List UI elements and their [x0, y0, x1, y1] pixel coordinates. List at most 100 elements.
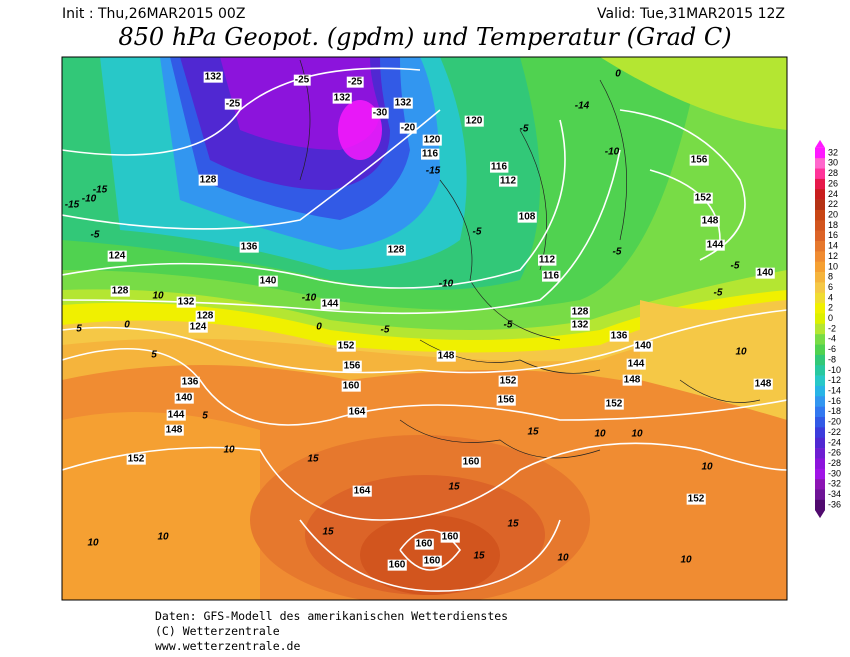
contour-label: 124 — [109, 251, 126, 262]
label-box — [421, 148, 440, 160]
label-box — [626, 358, 646, 370]
contour-label: 112 — [539, 255, 556, 266]
label-box — [753, 378, 773, 390]
colorbar-swatch — [815, 375, 825, 387]
label-box — [498, 375, 518, 387]
colorbar-label: -20 — [828, 417, 841, 427]
contour-label: 10 — [631, 429, 643, 440]
colorbar-label: 28 — [828, 168, 838, 178]
colorbar-swatch — [815, 323, 825, 335]
colorbar-label: -26 — [828, 448, 841, 458]
label-box — [320, 298, 340, 310]
contour-label: -25 — [226, 99, 241, 110]
contour-label: 116 — [543, 271, 560, 282]
label-box — [700, 215, 720, 227]
label-box — [414, 538, 434, 550]
contour-label: -15 — [65, 200, 80, 211]
colorbar-swatch — [815, 344, 825, 356]
label-box — [387, 559, 407, 571]
contour-label: 164 — [349, 407, 366, 418]
colorbar-label: 32 — [828, 147, 838, 157]
label-box — [110, 285, 130, 297]
colorbar-label: -32 — [828, 479, 841, 489]
contour-label: 128 — [572, 307, 589, 318]
colorbar-label: -34 — [828, 489, 841, 499]
label-box — [693, 192, 713, 204]
colorbar-label: 8 — [828, 272, 833, 282]
colorbar-label: -28 — [828, 458, 841, 468]
colorbar-label: -36 — [828, 499, 841, 509]
label-box — [538, 254, 557, 266]
contour-label: -5 — [473, 227, 482, 238]
contour-label: 10 — [223, 445, 235, 456]
colorbar-swatch — [815, 303, 825, 314]
contour-label: 144 — [322, 299, 339, 310]
contour-label: 136 — [611, 331, 628, 342]
contour-label: 15 — [527, 427, 539, 438]
footer-line: www.wetterzentrale.de — [155, 639, 300, 653]
label-box — [341, 380, 361, 392]
label-box — [499, 175, 518, 187]
colorbar-cap — [815, 139, 825, 148]
label-box — [464, 115, 484, 127]
contour-label: 120 — [424, 135, 441, 146]
contour-label: 144 — [707, 240, 724, 251]
label-box — [436, 350, 456, 362]
colorbar-label: 14 — [828, 241, 838, 251]
label-box — [609, 330, 629, 342]
contour-label: 132 — [178, 297, 195, 308]
colorbar-label: 12 — [828, 251, 838, 261]
contour-label: 10 — [680, 555, 692, 566]
label-box — [293, 74, 311, 86]
label-box — [686, 493, 706, 505]
colorbar-label: 0 — [828, 313, 833, 323]
label-box — [622, 374, 642, 386]
colorbar-swatch — [815, 189, 825, 200]
colorbar-swatch — [815, 272, 825, 283]
label-box — [203, 71, 223, 83]
contour-label: 5 — [76, 324, 82, 335]
map-title: 850 hPa Geopot. (gpdm) und Temperatur (G… — [118, 23, 731, 51]
contour-label: 10 — [87, 538, 99, 549]
contour-label: 10 — [735, 347, 747, 358]
colorbar-swatch — [815, 251, 825, 263]
contour-label: 136 — [241, 242, 258, 253]
colorbar-swatch — [815, 292, 825, 304]
colorbar-label: -14 — [828, 385, 841, 395]
contour-label: -10 — [82, 194, 97, 205]
contour-label: 132 — [395, 98, 412, 109]
label-box — [422, 134, 442, 146]
contour-label: 128 — [197, 311, 214, 322]
colorbar-swatch — [815, 147, 825, 159]
contour-label: 128 — [388, 245, 405, 256]
colorbar-swatch — [815, 396, 825, 407]
colorbar-label: -22 — [828, 427, 841, 437]
contour-label: 140 — [757, 268, 774, 279]
contour-label: 112 — [500, 176, 517, 187]
label-box — [126, 453, 146, 465]
contour-label: -15 — [93, 185, 108, 196]
colorbar-swatch — [815, 168, 825, 180]
contour-label: -5 — [731, 261, 740, 272]
colorbar-swatch — [815, 241, 825, 252]
label-box — [705, 239, 725, 251]
contour-label: 132 — [572, 320, 589, 331]
label-box — [336, 340, 356, 352]
contour-label: 120 — [466, 116, 483, 127]
colorbar-label: 26 — [828, 178, 838, 188]
contour-label: 15 — [507, 519, 519, 530]
colorbar-label: 20 — [828, 209, 838, 219]
contour-label: 164 — [354, 486, 371, 497]
colorbar-swatch — [815, 158, 825, 169]
colorbar-label: -10 — [828, 365, 841, 375]
map-frame — [61, 56, 788, 601]
colorbar-swatch — [815, 385, 825, 397]
contour-label: -5 — [714, 288, 723, 299]
colorbar-swatch — [815, 406, 825, 418]
colorbar-label: 24 — [828, 189, 838, 199]
contour-label: 116 — [422, 149, 439, 160]
label-box — [496, 394, 516, 406]
contour-label: 132 — [334, 93, 351, 104]
colorbar-swatch — [815, 489, 825, 501]
